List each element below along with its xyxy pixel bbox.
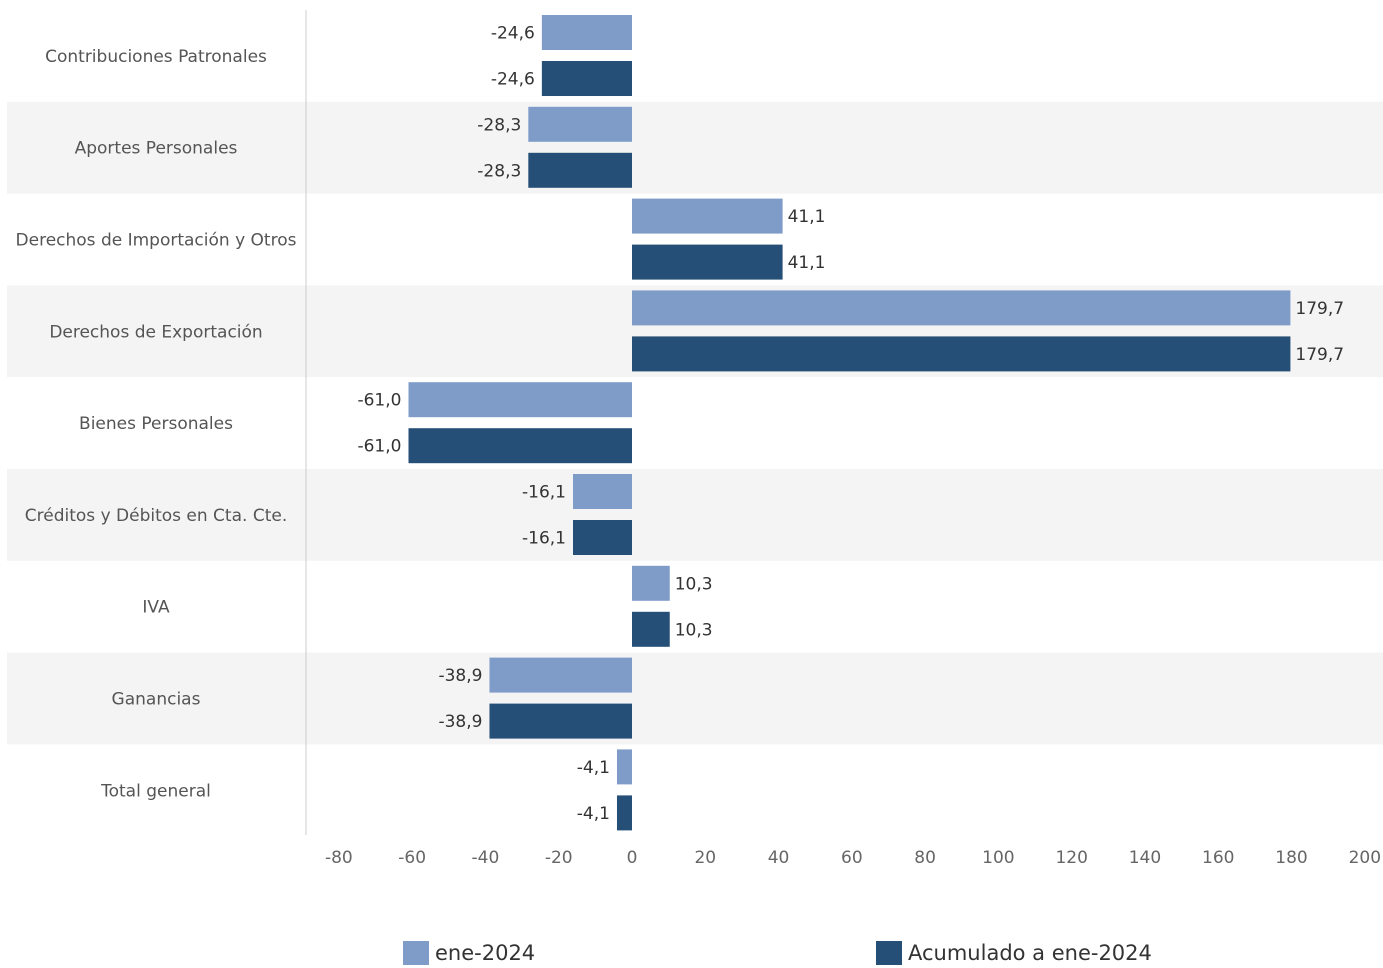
data-label: 179,7	[1295, 299, 1344, 319]
x-tick-label: 100	[982, 848, 1014, 868]
x-tick-label: -80	[325, 848, 353, 868]
x-tick-label: -40	[472, 848, 500, 868]
bar-series1	[408, 382, 632, 418]
bar-series1	[573, 474, 632, 509]
bar-series1	[632, 290, 1291, 326]
data-label: -4,1	[577, 758, 610, 778]
legend-swatch-series2	[876, 941, 902, 965]
bars	[408, 15, 1291, 831]
bar-series2	[632, 336, 1291, 372]
category-label: Bienes Personales	[79, 414, 233, 434]
data-label: 10,3	[675, 574, 713, 594]
data-label: -24,6	[491, 70, 535, 90]
row-band	[7, 101, 1383, 194]
legend-label-series2: Acumulado a ene-2024	[908, 941, 1152, 965]
data-label: 10,3	[675, 620, 713, 640]
category-labels: Contribuciones Patronales Aportes Persona…	[16, 47, 297, 801]
legend-swatch-series1	[403, 941, 429, 965]
x-tick-label: 180	[1275, 848, 1307, 868]
data-label: -61,0	[357, 437, 401, 457]
row-band	[7, 652, 1383, 745]
bar-series1	[528, 106, 632, 142]
data-label: -28,3	[477, 115, 521, 135]
data-label: -24,6	[491, 24, 535, 44]
x-tick-label: 200	[1349, 848, 1381, 868]
bar-series2	[528, 152, 632, 188]
data-label: 41,1	[788, 253, 826, 273]
x-tick-label: 140	[1129, 848, 1161, 868]
category-label: Créditos y Débitos en Cta. Cte.	[25, 506, 287, 526]
bar-series2	[632, 611, 670, 647]
bar-series2	[616, 795, 632, 831]
bar-series1	[632, 198, 783, 234]
bar-series1	[632, 565, 670, 601]
x-tick-label: 120	[1055, 848, 1087, 868]
x-tick-label: -60	[398, 848, 426, 868]
data-label: -28,3	[477, 161, 521, 181]
category-label: Contribuciones Patronales	[45, 47, 267, 67]
row-band	[7, 469, 1383, 561]
x-tick-label: 0	[627, 848, 638, 868]
data-label: -38,9	[438, 666, 482, 686]
value-labels: -24,6 -24,6 -28,3 -28,3 41,1 41,1 179,7 179,7 -6…	[357, 24, 1344, 824]
category-label: Total general	[100, 781, 211, 801]
category-label: Ganancias	[112, 690, 201, 710]
legend-label-series1: ene-2024	[435, 941, 536, 965]
x-tick-label: -20	[545, 848, 573, 868]
x-tick-label: 60	[841, 848, 863, 868]
data-label: 41,1	[788, 207, 826, 227]
bar-series1	[489, 657, 632, 693]
bar-series2	[632, 244, 783, 280]
data-label: 179,7	[1295, 345, 1344, 365]
category-label: Derechos de Importación y Otros	[16, 231, 297, 251]
bar-series2	[541, 61, 632, 96]
bar-series1	[541, 15, 632, 50]
bar-series2	[489, 703, 632, 739]
data-label: -4,1	[577, 804, 610, 824]
category-label: Aportes Personales	[75, 139, 238, 159]
category-label: IVA	[142, 598, 170, 618]
category-label: Derechos de Exportación	[49, 322, 262, 342]
legend-item-series2[interactable]: Acumulado a ene-2024	[876, 938, 1152, 968]
legend-item-series1[interactable]: ene-2024	[403, 938, 535, 968]
data-label: -16,1	[522, 483, 566, 503]
bar-series2	[573, 520, 632, 555]
bar-series2	[408, 428, 632, 464]
bar-series1	[616, 749, 632, 785]
x-tick-label: 40	[768, 848, 790, 868]
data-label: -16,1	[522, 529, 566, 549]
x-tick-label: 80	[914, 848, 936, 868]
data-label: -38,9	[438, 712, 482, 732]
x-axis-ticks: -80 -60 -40 -20 0 20 40 60 80 100 120 140 160 180 200	[325, 848, 1381, 868]
x-tick-label: 160	[1202, 848, 1234, 868]
data-label: -61,0	[357, 391, 401, 411]
x-tick-label: 20	[694, 848, 716, 868]
